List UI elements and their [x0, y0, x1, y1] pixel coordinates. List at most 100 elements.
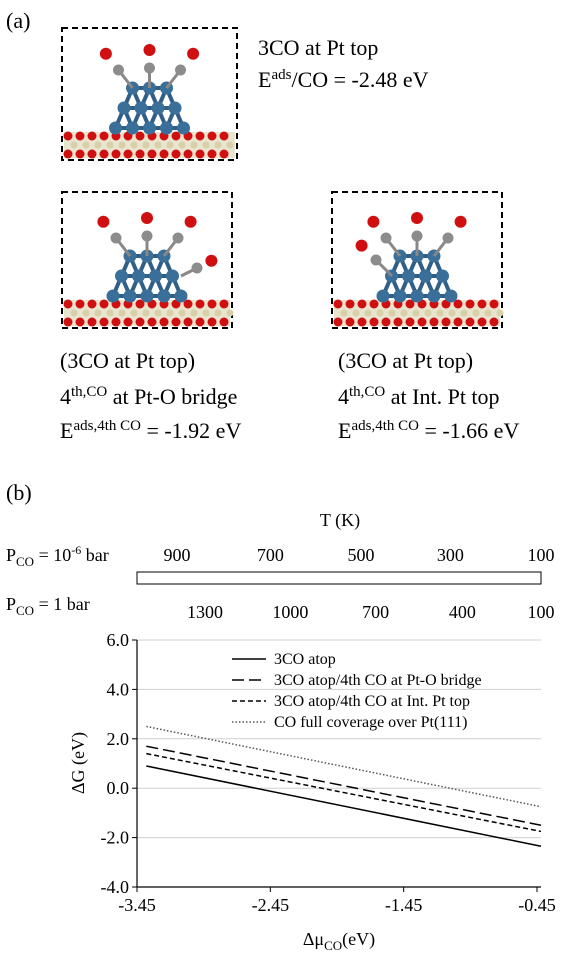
atom — [394, 290, 407, 303]
structure-image — [62, 192, 234, 328]
atom — [365, 310, 372, 317]
y-tick-label: 6.0 — [107, 630, 130, 650]
atom — [88, 318, 97, 327]
atom — [141, 212, 153, 224]
atom — [346, 300, 355, 309]
atom — [132, 270, 145, 283]
atom — [413, 310, 420, 317]
atom — [394, 318, 403, 327]
atom — [71, 310, 78, 317]
atom — [485, 310, 492, 317]
atom — [175, 65, 186, 76]
atom — [126, 122, 139, 135]
atom — [381, 233, 392, 244]
atom — [412, 231, 423, 242]
top-title: T (K) — [320, 510, 360, 531]
atom — [64, 300, 73, 309]
legend-label: 3CO atop/4th CO at Int. Pt top — [274, 693, 470, 710]
atom — [148, 318, 157, 327]
atom — [175, 290, 188, 303]
atom — [208, 150, 217, 159]
atom — [144, 63, 155, 74]
atom — [143, 142, 150, 149]
atom — [100, 318, 109, 327]
atom — [173, 233, 184, 244]
atom — [112, 150, 121, 159]
atom — [118, 102, 131, 115]
atom — [205, 255, 217, 267]
energy: Eads/CO = -2.48 eV — [258, 67, 429, 92]
top-tick-label: 100 — [528, 602, 555, 622]
atom — [478, 300, 487, 309]
atom — [196, 300, 205, 309]
caption: (3CO at Pt top) — [60, 348, 195, 373]
atom — [179, 310, 186, 317]
atom — [177, 122, 190, 135]
atom — [430, 318, 439, 327]
atom — [167, 310, 174, 317]
atom — [119, 310, 126, 317]
atom — [478, 318, 487, 327]
top-tick-label: 400 — [449, 602, 476, 622]
atom — [227, 142, 234, 149]
atom — [377, 310, 384, 317]
atom — [185, 216, 197, 228]
structure-image — [62, 28, 237, 160]
atom — [215, 310, 222, 317]
atom — [370, 300, 379, 309]
atom — [76, 318, 85, 327]
atom — [135, 102, 148, 115]
atom — [490, 318, 499, 327]
atom — [64, 318, 73, 327]
atom — [76, 150, 85, 159]
atom — [203, 142, 210, 149]
atom — [196, 150, 205, 159]
atom — [160, 318, 169, 327]
top-tick-label: 1300 — [187, 602, 223, 622]
atom — [155, 142, 162, 149]
top-axis-label: PCO = 10-6 bar — [6, 543, 109, 569]
atom — [449, 310, 456, 317]
atom — [95, 142, 102, 149]
atom — [144, 44, 156, 56]
atom — [64, 132, 73, 141]
atom — [455, 216, 467, 228]
atom — [389, 310, 396, 317]
top-tick-label: 900 — [164, 545, 191, 565]
y-tick-label: -2.0 — [101, 828, 130, 848]
atom — [166, 270, 179, 283]
atom — [100, 48, 112, 60]
atom — [131, 310, 138, 317]
atom — [443, 233, 454, 244]
atom — [109, 122, 122, 135]
atom — [143, 122, 156, 135]
atom — [220, 150, 229, 159]
atom — [107, 290, 120, 303]
top-tick-label: 300 — [437, 545, 464, 565]
atom — [371, 255, 382, 266]
y-tick-label: 0.0 — [107, 778, 130, 798]
atom — [442, 318, 451, 327]
atom — [466, 318, 475, 327]
atom — [76, 132, 85, 141]
data-line — [146, 746, 541, 825]
atom — [370, 318, 379, 327]
atom — [107, 142, 114, 149]
atom — [172, 150, 181, 159]
atom — [203, 310, 210, 317]
y-tick-label: -4.0 — [101, 877, 130, 897]
atom — [179, 142, 186, 149]
legend-label: 3CO atop — [274, 651, 336, 668]
atom — [115, 270, 128, 283]
atom — [107, 310, 114, 317]
atom — [152, 102, 165, 115]
atom — [220, 318, 229, 327]
atom — [83, 142, 90, 149]
atom — [497, 310, 504, 317]
atom — [95, 310, 102, 317]
atom — [411, 212, 423, 224]
atom — [461, 310, 468, 317]
y-axis-label: ΔG (eV) — [68, 732, 89, 794]
atom — [220, 300, 229, 309]
atom — [192, 263, 203, 274]
